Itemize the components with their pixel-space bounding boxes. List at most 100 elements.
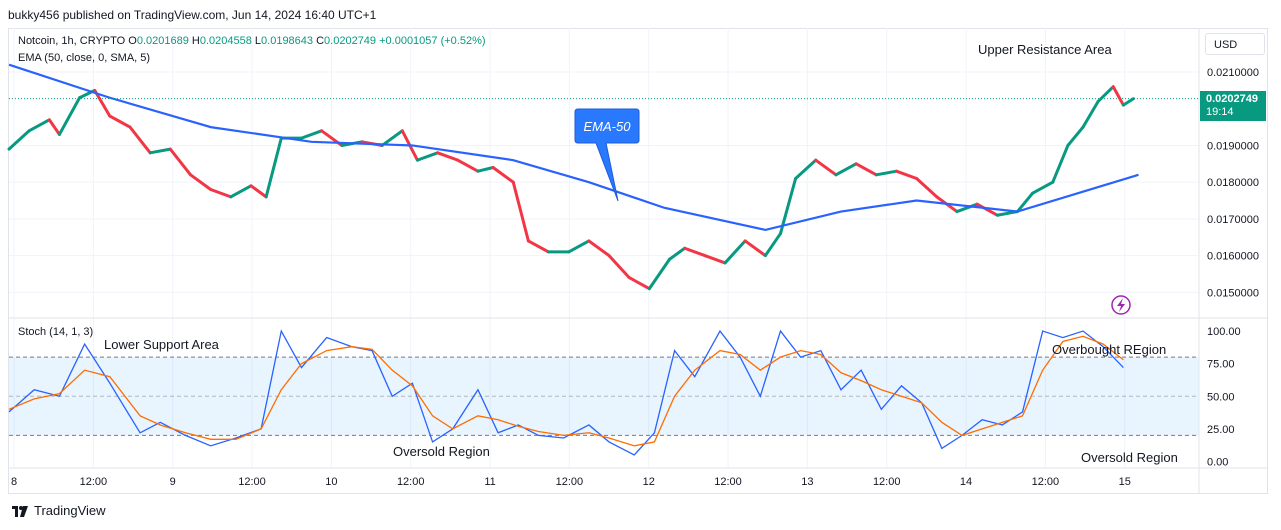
stoch-legend[interactable]: Stoch (14, 1, 3) — [18, 326, 94, 338]
price-segment — [763, 232, 782, 258]
last-price-tag: 0.0202749 19:14 — [1200, 90, 1266, 121]
stoch-tick-label: 0.00 — [1207, 456, 1228, 468]
stoch-d-line — [8, 335, 1124, 447]
open-label: O — [128, 35, 137, 47]
bar-countdown: 19:14 — [1206, 105, 1234, 118]
price-segment — [476, 165, 495, 173]
stoch-tick-label: 25.00 — [1207, 424, 1235, 436]
price-segment — [1081, 99, 1100, 129]
time-tick-label: 14 — [960, 476, 972, 488]
price-segment — [627, 276, 651, 291]
high-label: H — [191, 35, 200, 47]
price-segment — [743, 239, 767, 258]
price-segment — [415, 151, 440, 162]
price-segment — [264, 136, 283, 199]
price-segment — [1066, 125, 1085, 147]
symbol-name: Notcoin, 1h, CRYPTO — [18, 35, 126, 47]
stoch-tick-label: 75.00 — [1207, 359, 1235, 371]
oversold-region-label: Oversold Region — [393, 444, 490, 459]
price-segment — [814, 158, 838, 177]
price-segment — [587, 239, 611, 258]
price-segment — [683, 246, 707, 258]
low-value: 0.0198643 — [261, 35, 314, 47]
time-tick-label: 12:00 — [238, 476, 266, 488]
stoch-k-line — [8, 329, 1124, 456]
publisher-caption: bukky456 published on TradingView.com, J… — [8, 8, 377, 22]
overbought-region-label: Overbought REgion — [1052, 342, 1166, 357]
ema-callout — [574, 108, 640, 202]
price-segment — [209, 188, 233, 199]
price-segment — [168, 147, 193, 177]
price-segment — [894, 169, 919, 181]
ema-legend[interactable]: EMA (50, close, 0, SMA, 5) — [18, 52, 151, 64]
price-segment — [526, 239, 551, 254]
price-segment — [108, 114, 132, 129]
price-segment — [1051, 143, 1070, 184]
price-segment — [7, 129, 31, 151]
price-segment — [491, 165, 515, 184]
price-segment — [1121, 97, 1135, 107]
price-segment — [647, 257, 672, 291]
price-segment — [794, 158, 818, 181]
last-price-value: 0.0202749 — [1206, 92, 1258, 105]
time-tick-label: 12:00 — [714, 476, 742, 488]
tradingview-brand: TradingView — [34, 503, 106, 518]
tradingview-logo-icon — [12, 505, 28, 517]
price-segment — [607, 254, 631, 280]
price-segment — [955, 202, 979, 214]
price-tick-label: 0.0150000 — [1207, 287, 1259, 299]
price-segment — [975, 202, 999, 217]
price-segment — [249, 184, 268, 199]
price-segment — [456, 158, 480, 173]
price-segment — [299, 129, 324, 140]
time-tick-label: 12:00 — [80, 476, 108, 488]
time-tick-label: 15 — [1119, 476, 1131, 488]
currency-button[interactable]: USD — [1205, 33, 1265, 55]
price-tick-label: 0.0160000 — [1207, 251, 1259, 263]
lightning-icon[interactable] — [1111, 295, 1131, 315]
price-tick-label: 0.0190000 — [1207, 140, 1259, 152]
price-segment — [1096, 85, 1115, 103]
price-segment — [834, 162, 858, 177]
price-segment — [47, 118, 61, 136]
price-segment — [380, 129, 404, 147]
price-segment — [27, 118, 51, 133]
time-tick-label: 9 — [170, 476, 176, 488]
upper-resistance-label: Upper Resistance Area — [978, 42, 1112, 57]
time-tick-label: 8 — [11, 476, 17, 488]
price-segment — [1015, 191, 1035, 214]
chart-frame — [8, 28, 1268, 494]
price-segment — [148, 147, 172, 155]
price-segment — [511, 180, 530, 243]
time-tick-label: 12:00 — [556, 476, 584, 488]
time-tick-label: 12:00 — [1032, 476, 1060, 488]
price-tick-label: 0.0170000 — [1207, 214, 1259, 226]
time-tick-label: 12:00 — [873, 476, 901, 488]
price-tick-label: 0.0180000 — [1207, 177, 1259, 189]
lower-support-label: Lower Support Area — [104, 337, 220, 352]
close-value: 0.0202749 — [324, 35, 377, 47]
price-segment — [1111, 85, 1125, 107]
price-segment — [668, 246, 687, 261]
high-value: 0.0204558 — [199, 35, 252, 47]
price-segment — [229, 184, 253, 199]
ohlc-legend: Notcoin, 1h, CRYPTO O0.0201689 H0.020455… — [18, 35, 486, 47]
time-tick-label: 13 — [801, 476, 813, 488]
time-tick-label: 12:00 — [397, 476, 425, 488]
low-label: L — [254, 35, 262, 47]
price-segment — [723, 239, 747, 265]
price-segment — [854, 162, 878, 177]
close-label: C — [316, 35, 325, 47]
price-segment — [874, 169, 898, 177]
tradingview-logo[interactable]: TradingView — [12, 503, 106, 518]
price-segment — [57, 96, 82, 136]
price-segment — [189, 173, 213, 192]
price-segment — [703, 254, 727, 265]
time-tick-label: 12 — [643, 476, 655, 488]
price-segment — [915, 177, 939, 199]
open-value: 0.0201689 — [136, 35, 189, 47]
time-tick-label: 10 — [325, 476, 337, 488]
price-segment — [436, 151, 460, 162]
price-tick-label: 0.0210000 — [1207, 67, 1259, 79]
